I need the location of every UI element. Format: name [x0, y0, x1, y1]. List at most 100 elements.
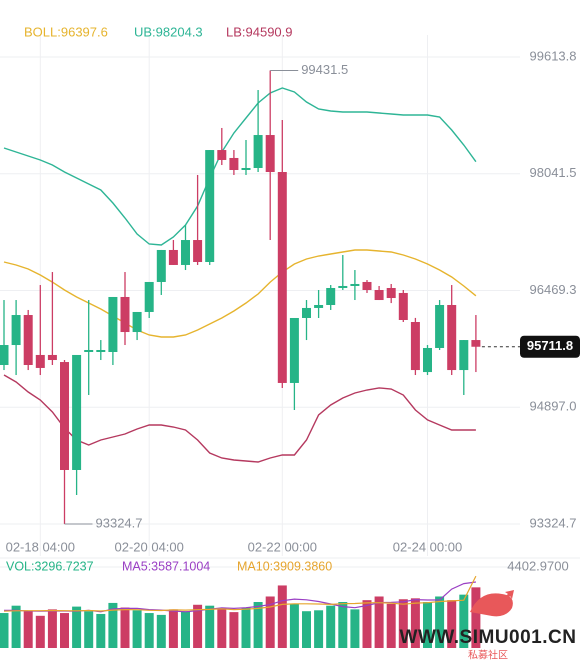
volume-bar	[374, 596, 384, 648]
candle-body	[35, 354, 45, 368]
volume-bar	[386, 603, 396, 648]
volume-legend: MA10:3909.3860	[237, 559, 332, 573]
candle-body	[374, 289, 384, 301]
candle-body	[459, 340, 469, 371]
volume-bar	[108, 602, 118, 648]
candle-body	[11, 315, 21, 346]
volume-bar	[289, 603, 299, 648]
volume-bar	[253, 602, 263, 648]
candle-body	[447, 304, 457, 371]
y-tick-label: 93324.7	[530, 515, 577, 530]
watermark-logo-arrow	[490, 590, 514, 610]
volume-bar	[181, 611, 190, 648]
candle-body	[144, 281, 154, 312]
x-tick-label: 02-20 04:00	[114, 539, 183, 554]
candle-body	[229, 157, 239, 171]
volume-bar	[265, 596, 275, 648]
candle-body	[338, 285, 348, 288]
volume-bar	[120, 607, 130, 648]
candle-body	[350, 283, 360, 286]
candle-body	[302, 307, 311, 318]
x-tick-label: 02-24 00:00	[393, 539, 462, 554]
volume-bar	[96, 613, 106, 648]
watermark-subtext: 私募社区	[468, 649, 508, 662]
candle-body	[398, 292, 408, 320]
volume-bar	[132, 610, 142, 648]
watermark-text: WWW.SIMU001.CN	[400, 627, 577, 648]
candle-body	[132, 311, 142, 333]
band-line	[3, 87, 477, 246]
candle-body	[156, 249, 166, 282]
volume-bar	[277, 585, 287, 648]
volume-bar	[11, 605, 21, 648]
candle-body	[181, 240, 190, 265]
volume-legend: MA5:3587.1004	[122, 559, 210, 573]
high-label: 99431.5	[301, 62, 348, 77]
volume-bar	[326, 605, 336, 648]
volume-bar	[0, 613, 9, 648]
candle-body	[265, 135, 275, 173]
candle-body	[241, 167, 251, 171]
low-label: 93324.7	[96, 515, 143, 530]
volume-bar	[314, 610, 324, 648]
candle-body	[120, 296, 130, 333]
volume-bar	[410, 598, 420, 648]
volume-bar	[362, 600, 372, 648]
watermark: WWW.SIMU001.CN 私募社区	[400, 590, 577, 662]
candle-body	[326, 287, 336, 305]
candle-body	[72, 354, 82, 470]
volume-bar	[47, 609, 57, 648]
volume-bar	[156, 614, 166, 648]
current-price-tag	[520, 335, 580, 358]
candle-body	[386, 287, 396, 299]
current-price-label: 95711.8	[527, 338, 573, 353]
legend-entry: BOLL:96397.6	[24, 24, 108, 39]
volume-bar	[398, 599, 408, 648]
volume-bar	[338, 602, 348, 648]
candle-body	[423, 347, 432, 373]
candle-body	[217, 150, 227, 160]
volume-ma-line	[3, 575, 477, 612]
volume-bar	[35, 615, 45, 648]
volume-bar	[471, 587, 481, 648]
candle-body	[471, 340, 481, 347]
y-tick-label: 96469.3	[530, 282, 577, 297]
candle-body	[108, 296, 118, 353]
legend-entry: LB:94590.9	[226, 24, 293, 39]
volume-bar	[459, 594, 469, 648]
candle-body	[168, 249, 178, 265]
volume-bar	[72, 606, 82, 648]
x-tick-label: 02-22 00:00	[248, 539, 317, 554]
y-tick-label: 98041.5	[530, 165, 577, 180]
volume-bar	[229, 612, 239, 648]
candle-body	[205, 150, 215, 263]
volume-bar	[84, 611, 94, 648]
volume-bar	[447, 600, 457, 648]
candle-body	[277, 172, 287, 383]
volume-bar	[435, 596, 445, 648]
volume-bar	[217, 608, 227, 648]
band-line	[3, 249, 477, 338]
candle-body	[60, 362, 69, 470]
volume-bar	[205, 605, 215, 648]
x-tick-label: 02-18 04:00	[6, 539, 75, 554]
volume-legend: VOL:3296.7237	[6, 559, 94, 573]
candle-body	[23, 315, 33, 365]
volume-bar	[302, 611, 311, 648]
candle-body	[0, 345, 9, 365]
legend-entry: UB:98204.3	[134, 24, 203, 39]
volume-tick-label: 4402.9700	[507, 558, 568, 573]
candle-body	[410, 322, 420, 371]
candle-body	[96, 349, 106, 353]
volume-bar	[60, 613, 69, 648]
candle-body	[84, 349, 94, 353]
y-tick-label: 94897.0	[530, 399, 577, 414]
candle-body	[289, 317, 299, 383]
candle-body	[314, 304, 324, 308]
candle-body	[193, 240, 203, 263]
volume-bar	[423, 602, 432, 648]
volume-bar	[168, 609, 178, 648]
candle-body	[435, 304, 445, 348]
volume-bar	[193, 604, 203, 648]
